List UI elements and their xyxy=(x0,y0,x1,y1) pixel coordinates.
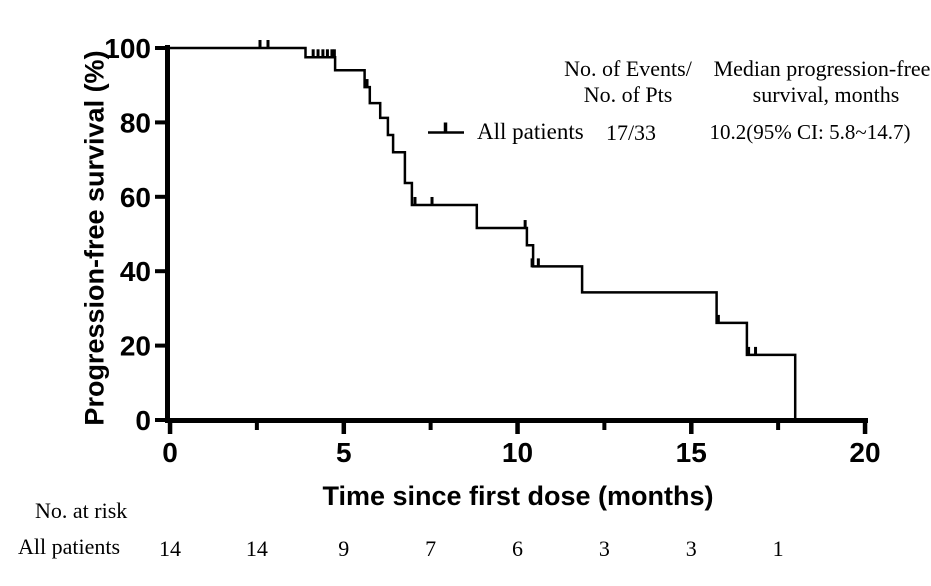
y-axis-tick-label-60: 60 xyxy=(120,182,151,213)
risk-count-month-5: 9 xyxy=(338,536,349,561)
y-axis-title: Progression-free survival (%) xyxy=(79,50,110,426)
median-header-line2: survival, months xyxy=(752,82,900,107)
x-axis-spine xyxy=(165,418,868,423)
y-axis-tick-label-80: 80 xyxy=(120,107,151,138)
censor-tick xyxy=(413,196,417,206)
events-value: 17/33 xyxy=(605,120,657,145)
x-axis-tick-20 xyxy=(862,423,868,434)
median-header-line1: Median progression-free xyxy=(713,56,931,81)
censor-tick xyxy=(530,258,534,268)
km-curve-all-patients xyxy=(170,46,797,420)
risk-count-month-2.5: 14 xyxy=(246,536,268,561)
censor-tick xyxy=(316,49,320,59)
risk-table-title: No. at risk xyxy=(35,498,128,523)
risk-count-month-0: 14 xyxy=(159,536,181,561)
y-axis-tick-20 xyxy=(155,343,165,348)
x-axis-minor-tick-17.5 xyxy=(776,423,781,430)
x-axis-minor-tick-2.5 xyxy=(254,423,259,430)
y-axis-tick-label-20: 20 xyxy=(120,331,151,362)
events-header-line2: No. of Pts xyxy=(583,82,673,107)
censor-tick xyxy=(332,49,336,59)
risk-count-month-7.5: 7 xyxy=(425,536,436,561)
censor-tick xyxy=(523,220,527,230)
censor-tick xyxy=(754,346,758,356)
x-axis-tick-5 xyxy=(341,423,347,434)
x-axis-tick-label-10: 10 xyxy=(502,437,533,468)
censor-tick xyxy=(716,314,720,324)
y-axis-tick-label-100: 100 xyxy=(104,33,151,64)
censor-tick xyxy=(325,49,329,59)
legend-series-label: All patients xyxy=(477,119,584,144)
x-axis-tick-10 xyxy=(515,423,520,434)
risk-table-row-label: All patients xyxy=(18,534,121,559)
censor-tick xyxy=(430,196,434,206)
censor-tick xyxy=(536,258,540,268)
x-axis-minor-tick-12.5 xyxy=(602,423,607,430)
risk-count-month-10: 6 xyxy=(512,536,523,561)
censor-tick xyxy=(321,49,325,59)
y-axis-tick-80 xyxy=(155,120,165,125)
y-axis-tick-label-0: 0 xyxy=(135,405,151,436)
x-axis-tick-15 xyxy=(689,423,694,434)
x-axis-tick-label-20: 20 xyxy=(849,437,880,468)
y-axis-tick-60 xyxy=(155,194,165,199)
x-axis-tick-0 xyxy=(167,423,173,434)
median-value: 10.2(95% CI: 5.8~14.7) xyxy=(709,120,911,144)
y-axis-tick-40 xyxy=(155,269,165,274)
x-axis-minor-tick-7.5 xyxy=(428,423,433,430)
censor-tick xyxy=(330,49,334,59)
censor-tick xyxy=(747,346,751,356)
risk-count-month-12.5: 3 xyxy=(599,536,610,561)
x-axis-tick-label-0: 0 xyxy=(162,437,178,468)
legend-marker-all-patients xyxy=(428,122,464,134)
y-axis-tick-100 xyxy=(155,46,165,50)
risk-count-month-17.5: 1 xyxy=(773,536,784,561)
events-header-line1: No. of Events/ xyxy=(564,56,692,81)
censor-tick xyxy=(311,49,315,59)
x-axis-tick-label-5: 5 xyxy=(336,437,352,468)
y-axis-tick-label-40: 40 xyxy=(120,256,151,287)
censor-tick xyxy=(266,40,270,49)
censor-tick xyxy=(365,79,369,89)
x-axis-tick-label-15: 15 xyxy=(676,437,707,468)
censor-tick xyxy=(258,40,262,49)
risk-count-month-15: 3 xyxy=(686,536,697,561)
x-axis-title: Time since first dose (months) xyxy=(322,481,714,511)
y-axis-tick-0 xyxy=(155,418,165,422)
y-axis-spine xyxy=(165,45,170,423)
